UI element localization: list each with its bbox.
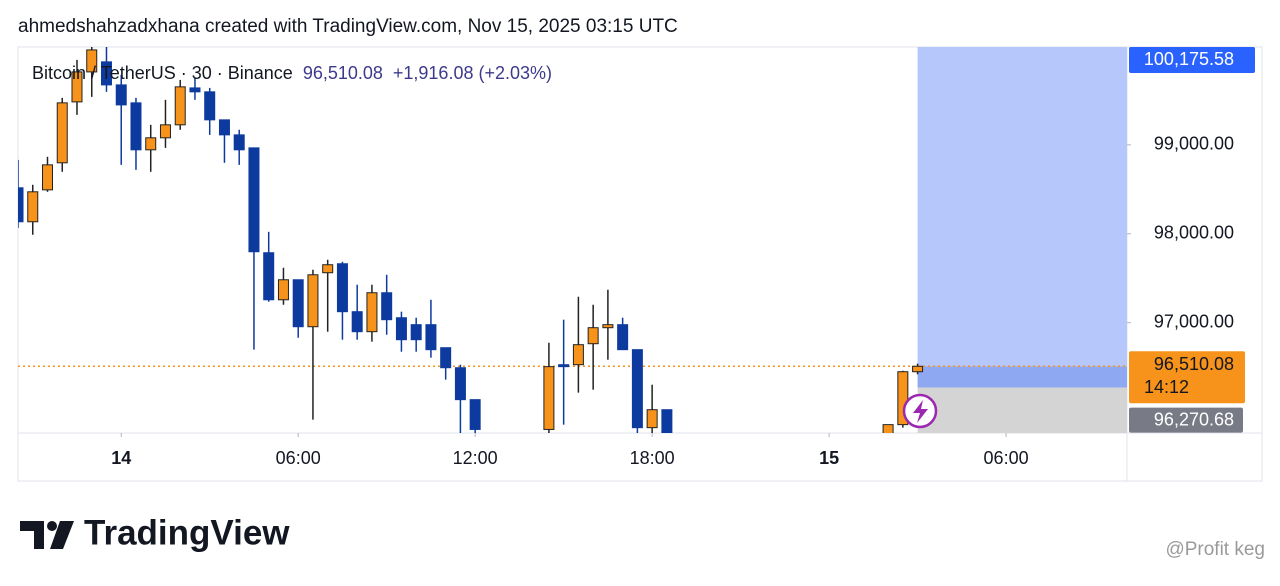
candle-body (543, 366, 555, 430)
attribution: ahmedshahzadxhana created with TradingVi… (18, 16, 678, 37)
entry-label: 96,510.08 (1154, 354, 1234, 374)
y-tick-label: 98,000.00 (1154, 223, 1234, 243)
watermark: @Profit keg (1165, 539, 1265, 560)
candle-body (395, 317, 407, 341)
candle-body (233, 134, 245, 151)
candle-body (56, 102, 68, 164)
candle-body (41, 164, 53, 191)
candle-body (130, 102, 142, 151)
candle-body (587, 327, 599, 345)
candle-body (381, 292, 393, 321)
candle-body (248, 147, 260, 253)
candle-body (145, 137, 157, 151)
candle-body (336, 263, 348, 313)
x-tick-label: 12:00 (453, 448, 498, 468)
stop-label: 96,270.68 (1154, 409, 1234, 429)
target-label: 100,175.58 (1144, 49, 1234, 69)
candle-body (425, 324, 437, 351)
x-tick-label: 14 (111, 448, 131, 468)
stop-tag (1129, 407, 1243, 433)
candle-body (100, 61, 112, 86)
candle-body (661, 409, 673, 433)
candle-body (617, 324, 629, 351)
candle-body (189, 87, 201, 93)
stop-shade (917, 387, 1127, 433)
candle-body (27, 191, 39, 223)
target-zone (917, 47, 1127, 367)
candle-body (307, 274, 319, 328)
candle-body (18, 187, 24, 223)
candle-body (897, 371, 909, 426)
legend-price: 96,510.08 (303, 63, 383, 83)
candle-body (912, 365, 924, 373)
logo-mark (20, 521, 74, 549)
candle-body (115, 84, 127, 106)
position-zones (18, 47, 1127, 433)
candle-body (159, 124, 171, 139)
candle-body (440, 347, 452, 369)
logo-text: TradingView (84, 513, 290, 552)
countdown: 14:12 (1144, 377, 1189, 397)
candle-body (882, 424, 894, 433)
alert-icon (902, 393, 938, 429)
entry-tag (1129, 351, 1245, 404)
candles (18, 47, 924, 433)
x-tick-label: 06:00 (276, 448, 321, 468)
legend-change: +1,916.08 (+2.03%) (393, 63, 552, 83)
candle-body (631, 349, 643, 429)
y-tick-label: 99,000.00 (1154, 134, 1234, 154)
candle-body (454, 367, 466, 401)
candle-body (218, 119, 230, 136)
candle-body (322, 264, 334, 274)
stop-zone (917, 366, 1127, 388)
candle-body (351, 311, 363, 333)
candle-body (469, 399, 481, 430)
candle-body (572, 344, 584, 366)
candle-body (646, 409, 658, 429)
candle-body (602, 324, 614, 329)
candle-body (292, 279, 304, 328)
overlay: 97,000.00 98,000.00 99,000.00 14 06:00 12:00 1… (111, 47, 1255, 468)
symbol: Bitcoin / TetherUS · 30 · Binance (32, 63, 293, 83)
candle-body (277, 279, 289, 301)
candle-body (71, 71, 83, 103)
candle-body (86, 49, 98, 73)
candle-body (174, 86, 186, 126)
legend: Bitcoin / TetherUS · 30 · Binance 96,510.… (32, 63, 552, 83)
candle-body (366, 292, 378, 333)
candle-body (558, 364, 570, 368)
candle-body (263, 252, 275, 301)
y-tick-label: 97,000.00 (1154, 311, 1234, 331)
x-tick-label: 06:00 (984, 448, 1029, 468)
target-tag (1129, 47, 1255, 73)
candle-body (204, 91, 216, 121)
candle-body (410, 324, 422, 341)
x-tick-label: 15 (819, 448, 839, 468)
x-tick-label: 18:00 (630, 448, 675, 468)
